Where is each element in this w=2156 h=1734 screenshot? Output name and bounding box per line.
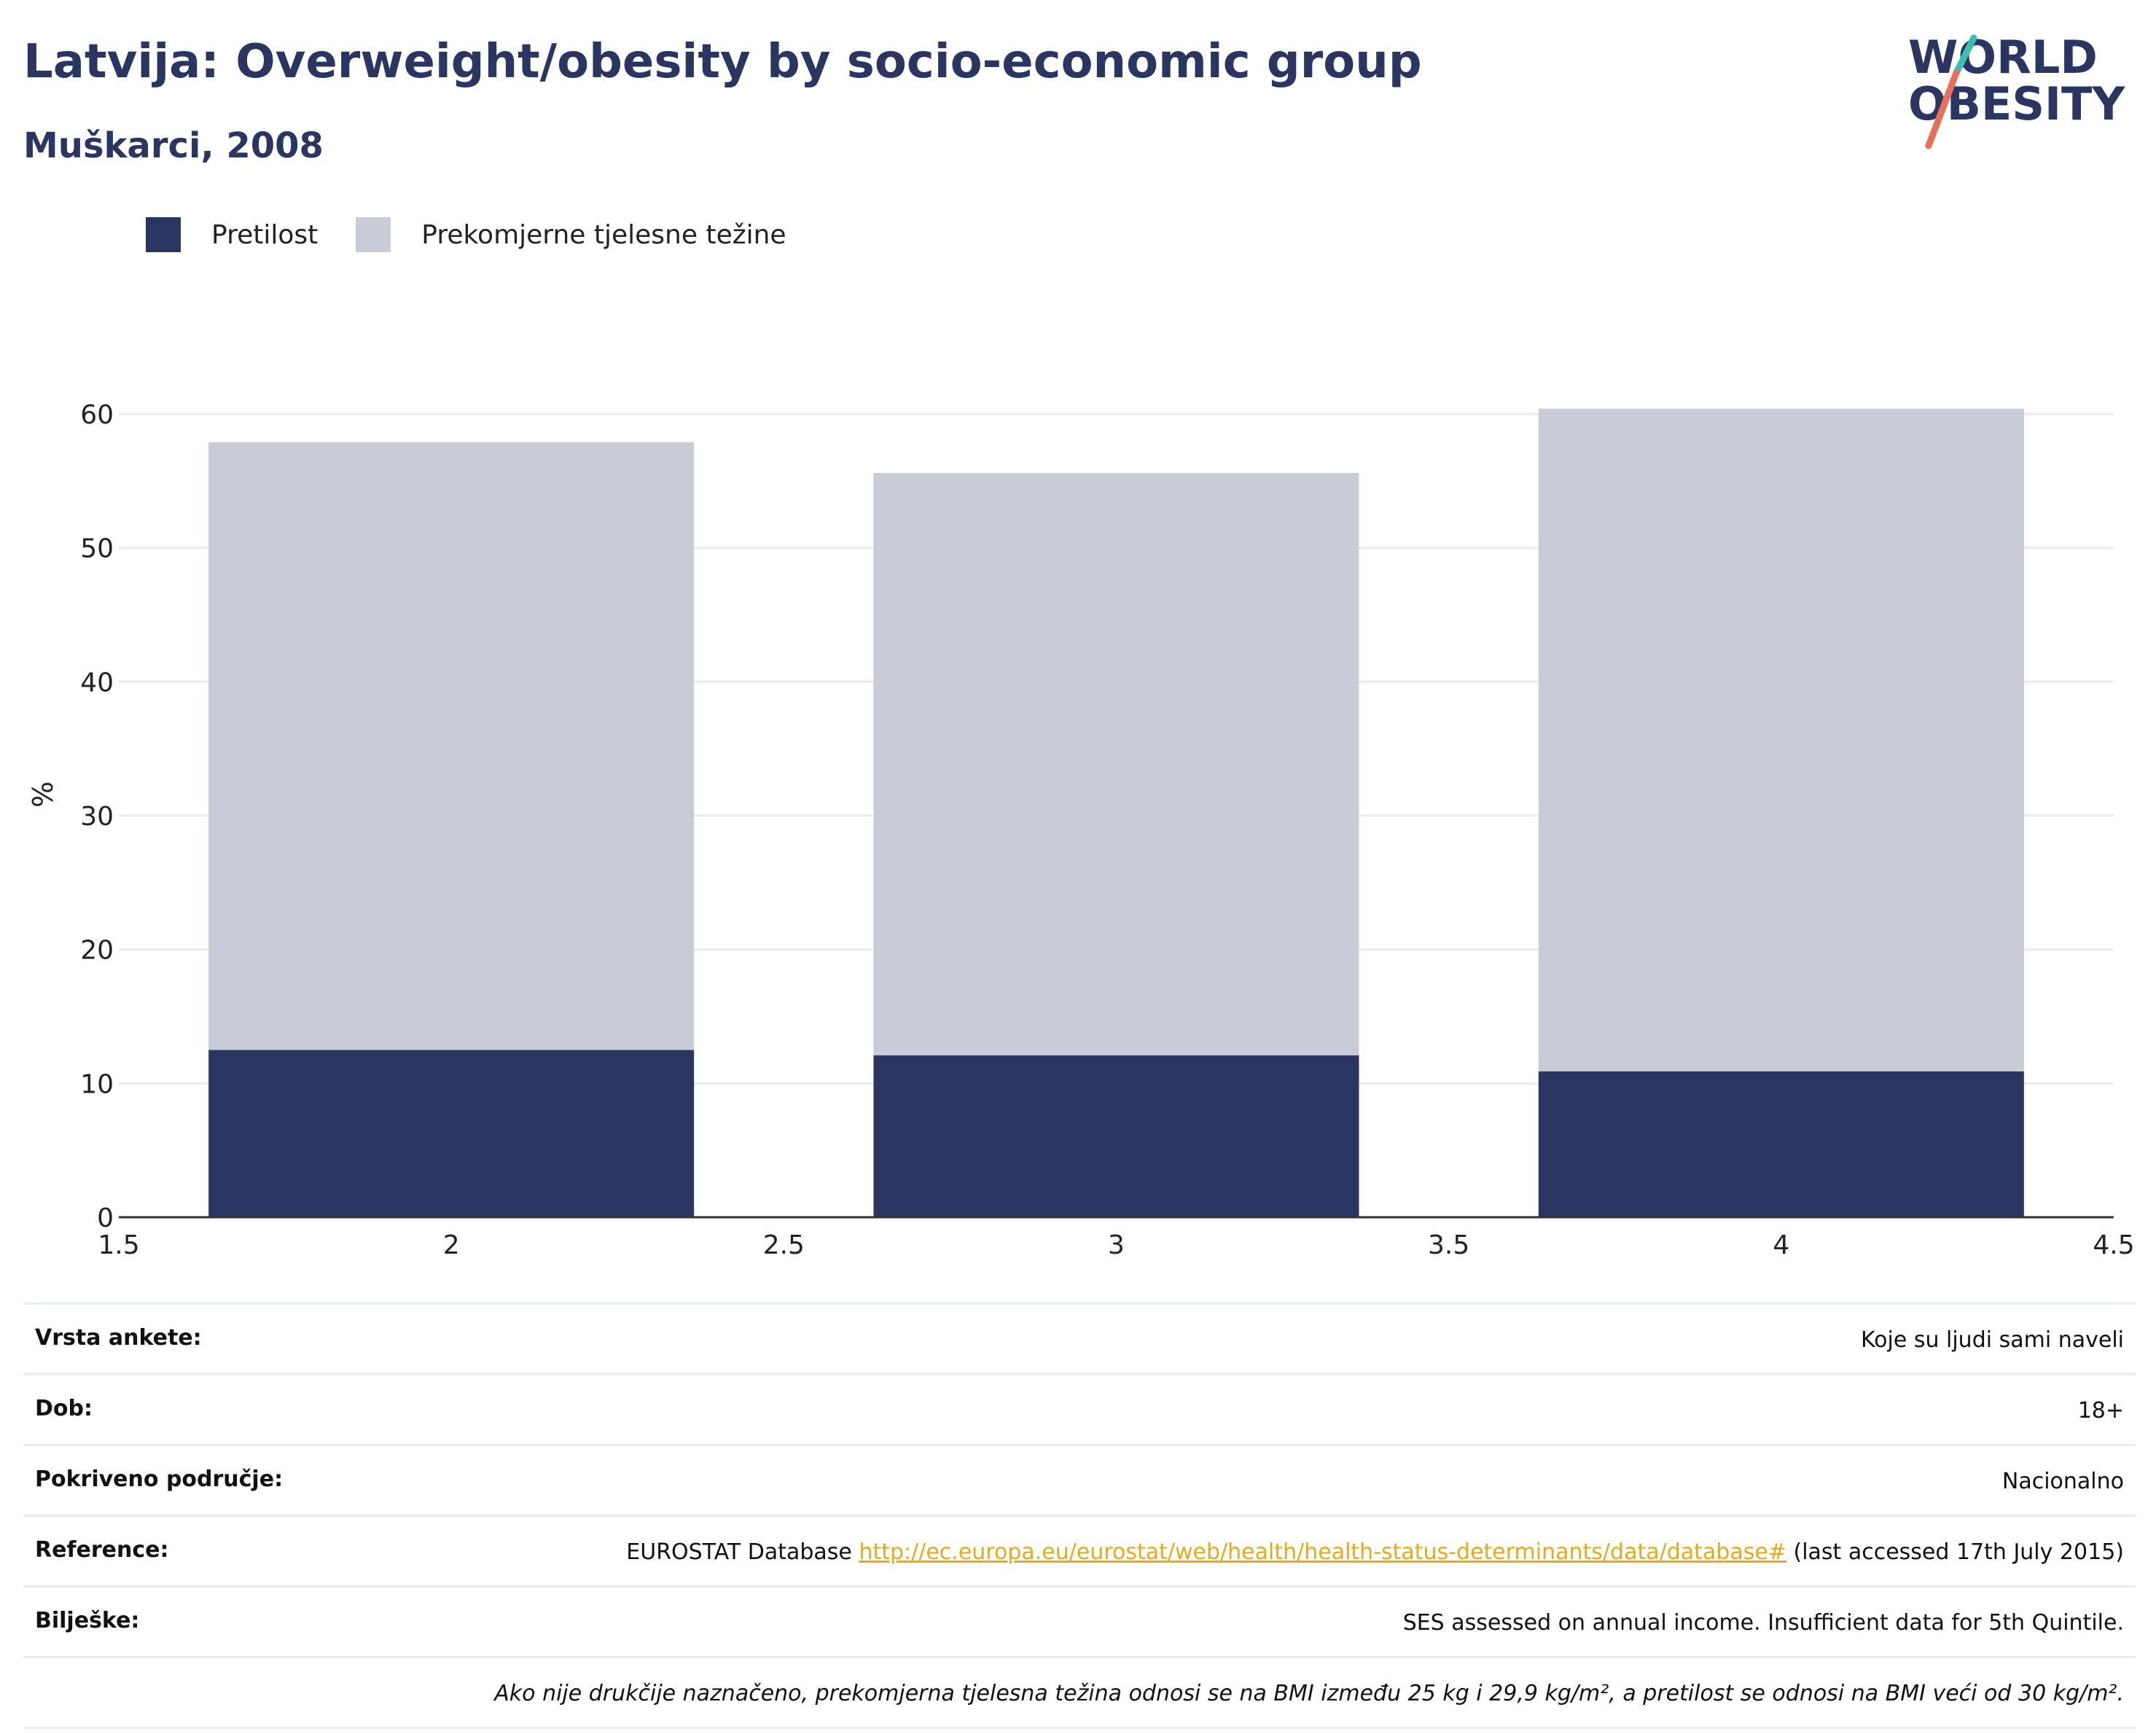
- logo-slash-teal: [1953, 34, 1977, 77]
- x-tick-label: 2: [443, 1230, 460, 1260]
- y-tick-label: 30: [80, 802, 114, 832]
- definition-note: Ako nije drukčije naznačeno, prekomjerna…: [494, 1681, 2124, 1706]
- x-tick-label: 4: [1773, 1230, 1789, 1260]
- y-tick-label: 10: [80, 1069, 114, 1099]
- bar-pretilost-4[interactable]: [1538, 1071, 2024, 1217]
- legend-swatch-pretilost: [146, 217, 181, 252]
- notes-label: Bilješke:: [35, 1608, 140, 1633]
- x-tick-label: 3: [1108, 1230, 1125, 1260]
- age-label: Dob:: [35, 1396, 93, 1421]
- bar-chart: 0 10 20 30 40 50 60 1.5 2 2.5 3 3.5 4 4.5 %: [27, 400, 2135, 1260]
- y-axis-label: %: [27, 781, 59, 808]
- coverage-value: Nacionalno: [2001, 1469, 2124, 1494]
- logo-slash-coral: [1925, 69, 1960, 149]
- logo-word-world: WORLD: [1908, 31, 2098, 84]
- info-row-age: Dob: 18+: [23, 1373, 2136, 1444]
- info-row-definition: Ako nije drukčije naznačeno, prekomjerna…: [23, 1656, 2136, 1729]
- chart-legend: Pretilost Prekomjerne tjelesne težine: [146, 216, 824, 254]
- info-row-survey-type: Vrsta ankete: Koje su ljudi sami naveli: [23, 1303, 2136, 1373]
- axes: 0 10 20 30 40 50 60 1.5 2 2.5 3 3.5 4 4.5: [80, 400, 2134, 1260]
- y-tick-label: 60: [80, 400, 114, 430]
- world-obesity-logo: WORLD OBESITY: [1908, 31, 2125, 149]
- y-tick-label: 50: [80, 534, 114, 564]
- chart-title: Latvija: Overweight/obesity by socio-eco…: [23, 35, 1422, 89]
- reference-label: Reference:: [35, 1537, 169, 1563]
- x-tick-label: 3.5: [1428, 1230, 1469, 1260]
- reference-value: EUROSTAT Database http://ec.europa.eu/eu…: [626, 1537, 2124, 1568]
- info-row-coverage: Pokriveno područje: Nacionalno: [23, 1444, 2136, 1515]
- y-tick-label: 0: [97, 1203, 114, 1233]
- legend-item-pretilost[interactable]: Pretilost: [146, 217, 318, 252]
- notes-value: SES assessed on annual income. Insuffici…: [1402, 1610, 2124, 1636]
- bar-pretilost-3[interactable]: [873, 1055, 1359, 1217]
- coverage-label: Pokriveno područje:: [35, 1467, 284, 1492]
- x-tick-label: 2.5: [763, 1230, 805, 1260]
- bar-pretilost-2[interactable]: [208, 1050, 695, 1217]
- info-row-reference: Reference: EUROSTAT Database http://ec.e…: [23, 1515, 2136, 1585]
- x-tick-label: 1.5: [98, 1230, 139, 1260]
- survey-type-label: Vrsta ankete:: [35, 1325, 202, 1351]
- bar-prekomjerne-3[interactable]: [873, 472, 1359, 1055]
- survey-type-value: Koje su ljudi sami naveli: [1860, 1327, 2124, 1353]
- legend-swatch-prekomjerne: [356, 217, 391, 252]
- survey-info-table: Vrsta ankete: Koje su ljudi sami naveli …: [23, 1303, 2136, 1729]
- legend-label-prekomjerne: Prekomjerne tjelesne težine: [421, 219, 786, 250]
- legend-item-prekomjerne[interactable]: Prekomjerne tjelesne težine: [356, 217, 786, 252]
- reference-prefix: EUROSTAT Database: [626, 1539, 852, 1565]
- y-tick-label: 20: [80, 936, 114, 966]
- age-value: 18+: [2077, 1398, 2124, 1423]
- bar-prekomjerne-2[interactable]: [208, 442, 695, 1050]
- info-row-notes: Bilješke: SES assessed on annual income.…: [23, 1585, 2136, 1656]
- reference-link[interactable]: http://ec.europa.eu/eurostat/web/health/…: [859, 1539, 1786, 1565]
- bars: [208, 408, 2024, 1217]
- y-tick-label: 40: [80, 668, 114, 698]
- x-tick-label: 4.5: [2093, 1230, 2134, 1260]
- legend-label-pretilost: Pretilost: [211, 219, 319, 250]
- bar-prekomjerne-4[interactable]: [1538, 408, 2024, 1071]
- reference-suffix: (last accessed 17th July 2015): [1793, 1539, 2124, 1565]
- chart-subtitle: Muškarci, 2008: [23, 125, 324, 166]
